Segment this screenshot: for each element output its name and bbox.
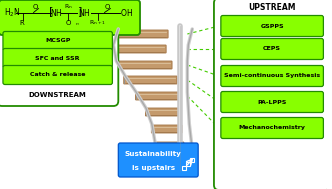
Text: $\mathrm{O}$: $\mathrm{O}$ xyxy=(64,18,72,27)
Text: Semi-continuous Synthesis: Semi-continuous Synthesis xyxy=(224,74,320,78)
FancyBboxPatch shape xyxy=(221,66,323,87)
Text: CEPS: CEPS xyxy=(263,46,281,51)
Bar xyxy=(190,158,194,162)
FancyBboxPatch shape xyxy=(221,91,323,112)
Text: MCSGP: MCSGP xyxy=(45,39,70,43)
Text: GSPPS: GSPPS xyxy=(260,23,284,29)
FancyBboxPatch shape xyxy=(155,158,188,166)
Text: $[$: $[$ xyxy=(47,6,53,19)
Text: $\mathrm{NH}$: $\mathrm{NH}$ xyxy=(78,7,90,18)
FancyBboxPatch shape xyxy=(214,0,330,189)
Text: is upstairs: is upstairs xyxy=(132,165,175,171)
Text: SFC and SSR: SFC and SSR xyxy=(36,56,80,60)
Text: $]$: $]$ xyxy=(77,6,83,19)
FancyBboxPatch shape xyxy=(3,49,113,67)
FancyBboxPatch shape xyxy=(3,32,113,50)
Text: PA-LPPS: PA-LPPS xyxy=(257,99,287,105)
FancyBboxPatch shape xyxy=(0,0,140,35)
Text: $\mathrm{R_n}$: $\mathrm{R_n}$ xyxy=(64,2,72,11)
FancyBboxPatch shape xyxy=(115,61,172,69)
FancyBboxPatch shape xyxy=(116,30,168,38)
Text: $\mathrm{OH}$: $\mathrm{OH}$ xyxy=(120,7,133,18)
Text: Mechanochemistry: Mechanochemistry xyxy=(239,125,306,130)
FancyBboxPatch shape xyxy=(154,142,184,150)
Text: $\mathrm{H_2N}$: $\mathrm{H_2N}$ xyxy=(4,6,20,19)
FancyBboxPatch shape xyxy=(0,21,118,106)
FancyBboxPatch shape xyxy=(221,118,323,139)
FancyBboxPatch shape xyxy=(221,39,323,60)
Bar xyxy=(186,162,190,166)
Text: $\mathrm{R}$: $\mathrm{R}$ xyxy=(19,18,26,27)
FancyBboxPatch shape xyxy=(135,92,180,100)
Text: $\mathrm{O}$: $\mathrm{O}$ xyxy=(32,2,39,11)
FancyBboxPatch shape xyxy=(145,108,181,116)
FancyBboxPatch shape xyxy=(124,76,177,84)
Text: $\mathrm{R_{n+1}}$: $\mathrm{R_{n+1}}$ xyxy=(89,18,106,27)
FancyBboxPatch shape xyxy=(118,143,198,177)
Text: UPSTREAM: UPSTREAM xyxy=(248,4,296,12)
Text: $\mathrm{NH}$: $\mathrm{NH}$ xyxy=(50,7,62,18)
Text: Catch & release: Catch & release xyxy=(30,73,85,77)
FancyBboxPatch shape xyxy=(151,125,182,133)
FancyBboxPatch shape xyxy=(221,15,323,36)
FancyBboxPatch shape xyxy=(111,45,166,53)
Bar xyxy=(182,166,186,170)
Text: $\mathrm{O}$: $\mathrm{O}$ xyxy=(104,2,111,11)
FancyBboxPatch shape xyxy=(3,66,113,84)
Text: DOWNSTREAM: DOWNSTREAM xyxy=(29,92,87,98)
Text: $_n$: $_n$ xyxy=(75,21,79,28)
Text: Sustainability: Sustainability xyxy=(125,151,182,157)
